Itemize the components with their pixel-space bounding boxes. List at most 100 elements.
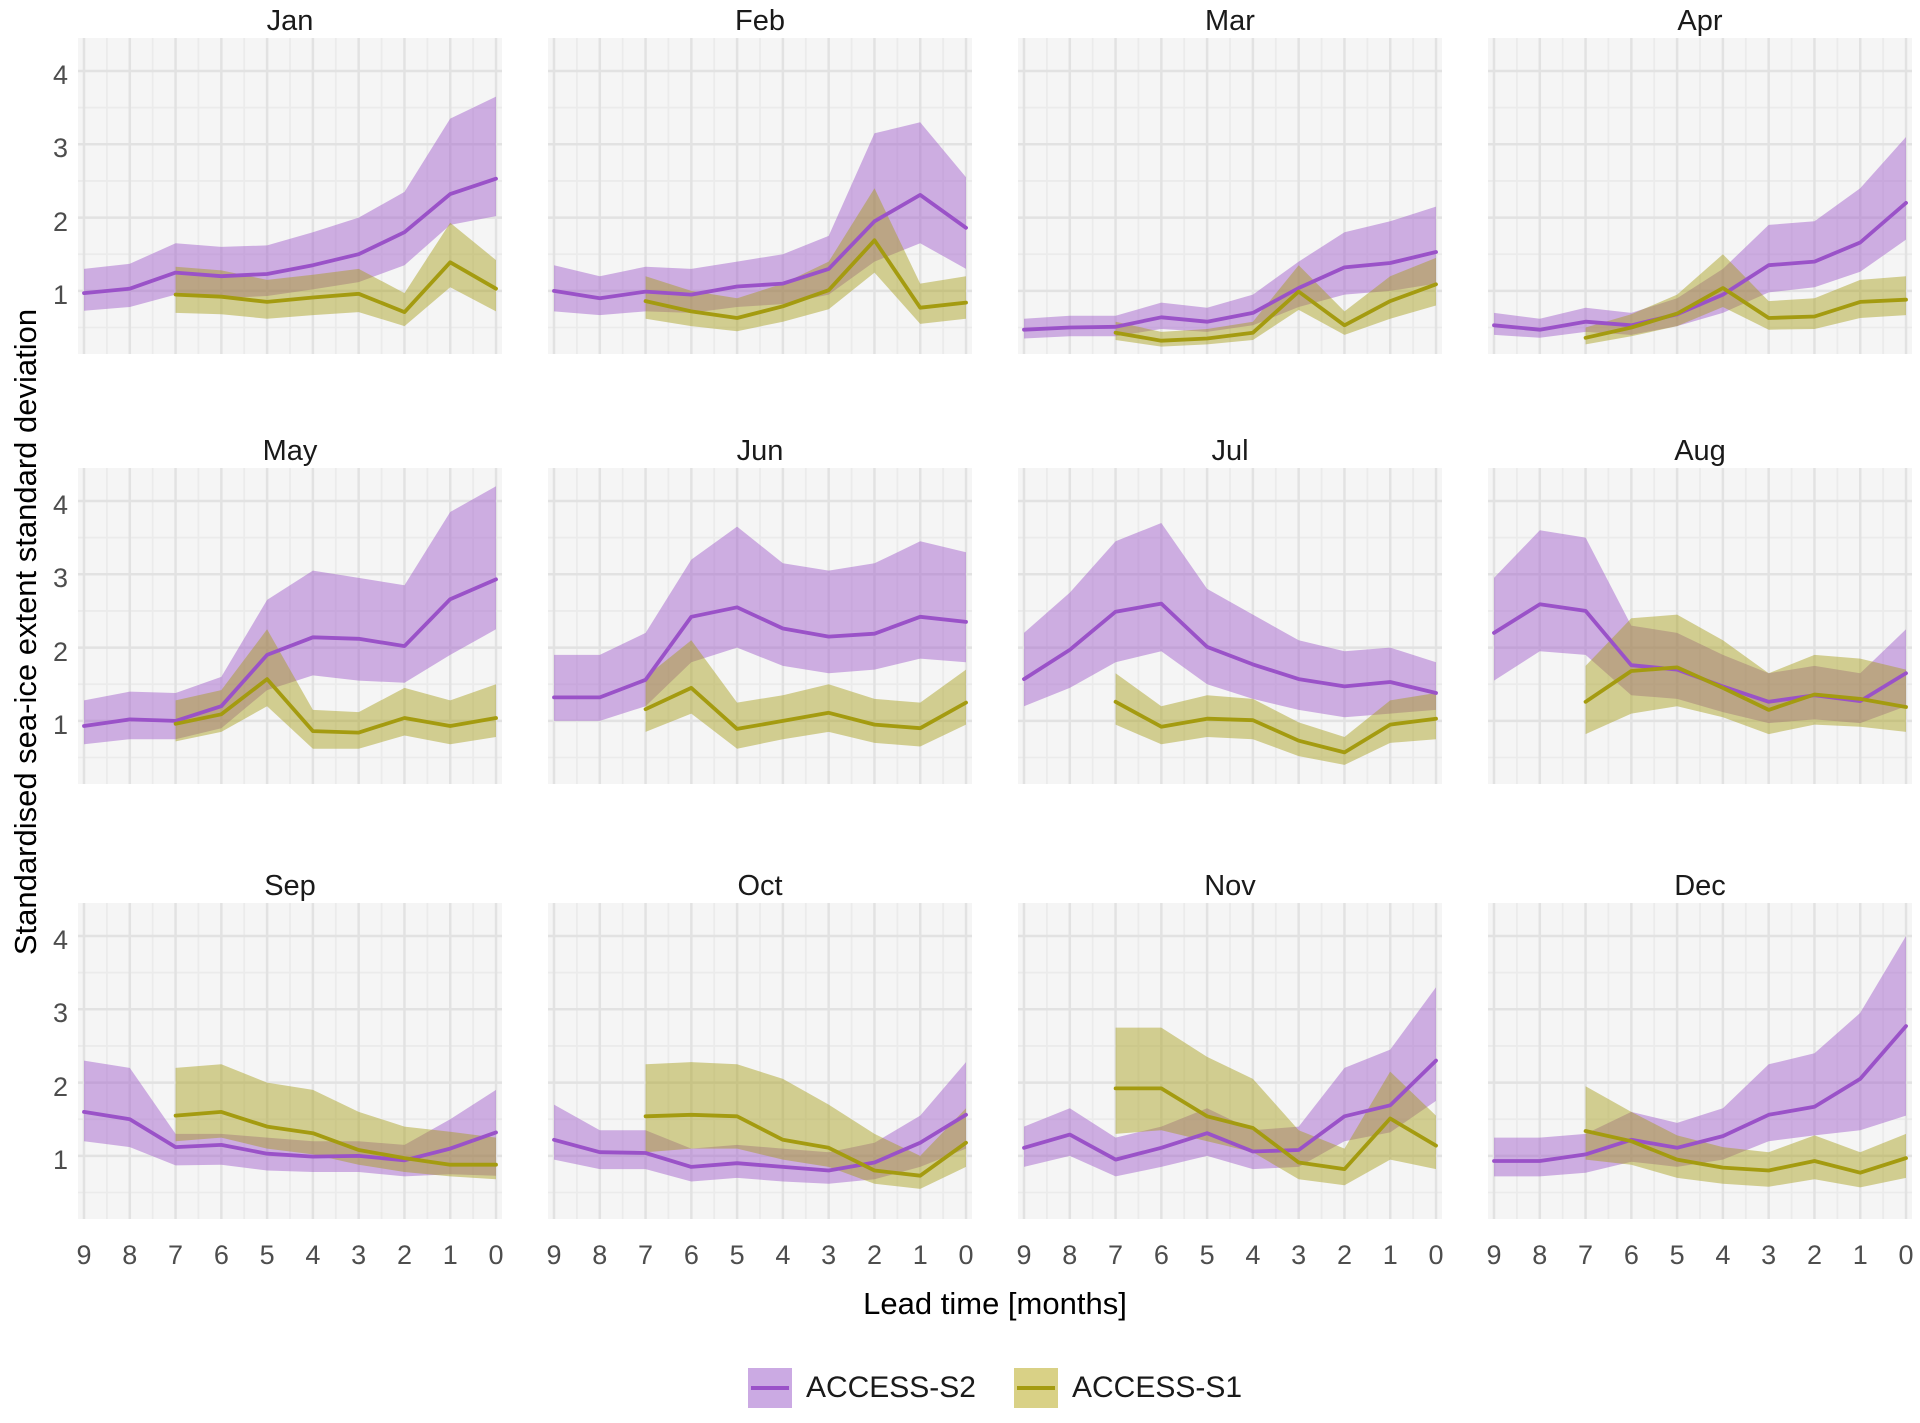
y-tick-label: 2 (52, 206, 68, 237)
y-tick-label: 1 (52, 709, 68, 740)
y-tick-label: 1 (52, 279, 68, 310)
access-s1-line-sample (1017, 1386, 1055, 1390)
legend-label-access-s1: ACCESS-S1 (1072, 1371, 1243, 1404)
x-tick-label: 4 (305, 1240, 321, 1270)
facet-jan: Jan (78, 4, 502, 354)
panel-plot-dec (1488, 903, 1912, 1219)
x-tick-label: 1 (912, 1240, 928, 1270)
facet-feb: Feb (548, 4, 972, 354)
legend-key-access-s2-swatch (747, 1368, 792, 1408)
facet-title-aug: Aug (1674, 435, 1726, 467)
facet-may: May (78, 434, 502, 784)
x-tick-label: 8 (592, 1240, 608, 1270)
x-tick-label: 3 (351, 1240, 367, 1270)
facet-title-nov: Nov (1204, 870, 1256, 902)
facet-title-jun: Jun (736, 435, 784, 467)
facet-sep: Sep (78, 869, 502, 1219)
legend: ACCESS-S2 ACCESS-S1 (0, 1368, 1920, 1408)
x-tick-label: 2 (866, 1240, 882, 1270)
panel-plot-feb (548, 38, 972, 354)
panel-plot-sep (78, 903, 502, 1219)
facet-jun: Jun (548, 434, 972, 784)
legend-item-access-s1: ACCESS-S1 (1014, 1368, 1242, 1408)
panel-plot-jun (548, 468, 972, 784)
x-tick-label: 0 (1428, 1240, 1444, 1270)
x-tick-label: 7 (1108, 1240, 1124, 1270)
x-tick-label: 8 (1062, 1240, 1078, 1270)
facet-title-mar: Mar (1205, 5, 1255, 37)
x-axis-title: Lead time [months] (863, 1286, 1127, 1321)
x-tick-label: 7 (638, 1240, 654, 1270)
x-tick-label: 3 (1761, 1240, 1777, 1270)
y-tick-label: 3 (52, 133, 68, 164)
x-tick-label: 7 (1578, 1240, 1594, 1270)
facet-title-jul: Jul (1211, 435, 1249, 467)
x-tick-label: 4 (1245, 1240, 1261, 1270)
facet-dec: Dec (1488, 869, 1912, 1219)
y-tick-label: 3 (52, 998, 68, 1029)
facet-title-oct: Oct (737, 870, 783, 902)
x-tick-label: 2 (1806, 1240, 1822, 1270)
panel-plot-may (78, 468, 502, 784)
x-tick-label: 5 (1199, 1240, 1215, 1270)
x-tick-label: 4 (775, 1240, 791, 1270)
x-tick-label: 0 (488, 1240, 504, 1270)
y-tick-label: 3 (52, 563, 68, 594)
panel-plot-apr (1488, 38, 1912, 354)
panel-plot-oct (548, 903, 972, 1219)
x-tick-label: 3 (1291, 1240, 1307, 1270)
x-tick-label: 4 (1715, 1240, 1731, 1270)
legend-item-access-s2: ACCESS-S2 (747, 1368, 976, 1408)
x-tick-label: 8 (122, 1240, 138, 1270)
x-tick-label: 3 (821, 1240, 837, 1270)
x-tick-label: 7 (168, 1240, 184, 1270)
y-tick-label: 2 (52, 636, 68, 667)
x-tick-label: 5 (259, 1240, 275, 1270)
facet-title-feb: Feb (735, 5, 785, 37)
x-tick-label: 1 (1852, 1240, 1868, 1270)
y-axis-title: Standardised sea-ice extent standard dev… (8, 308, 43, 956)
access-s2-line-sample (750, 1386, 789, 1390)
x-tick-label: 9 (76, 1240, 92, 1270)
facet-title-sep: Sep (264, 870, 316, 902)
legend-key-access-s1-swatch (1014, 1368, 1058, 1408)
x-tick-label: 9 (546, 1240, 562, 1270)
x-tick-label: 2 (396, 1240, 412, 1270)
facet-jul: Jul (1018, 434, 1442, 784)
x-tick-label: 8 (1532, 1240, 1548, 1270)
y-tick-label: 1 (52, 1144, 68, 1175)
facet-aug: Aug (1488, 434, 1912, 784)
x-tick-label: 9 (1016, 1240, 1032, 1270)
y-tick-label: 2 (52, 1071, 68, 1102)
facet-title-may: May (262, 435, 318, 467)
x-tick-label: 2 (1336, 1240, 1352, 1270)
y-tick-label: 4 (52, 59, 68, 90)
y-tick-label: 4 (52, 924, 68, 955)
x-tick-label: 6 (1153, 1240, 1169, 1270)
x-tick-label: 0 (1898, 1240, 1914, 1270)
x-tick-label: 6 (683, 1240, 699, 1270)
facet-mar: Mar (1018, 4, 1442, 354)
x-tick-label: 0 (958, 1240, 974, 1270)
x-tick-label: 6 (213, 1240, 229, 1270)
facet-nov: Nov (1018, 869, 1442, 1219)
x-tick-label: 9 (1486, 1240, 1502, 1270)
legend-label-access-s2: ACCESS-S2 (805, 1371, 976, 1404)
x-tick-label: 6 (1623, 1240, 1639, 1270)
panel-plot-jul (1018, 468, 1442, 784)
x-tick-label: 1 (442, 1240, 458, 1270)
y-tick-label: 4 (52, 489, 68, 520)
panel-plot-jan (78, 38, 502, 354)
facet-apr: Apr (1488, 4, 1912, 354)
facet-title-jan: Jan (266, 5, 314, 37)
panel-plot-mar (1018, 38, 1442, 354)
panel-plot-aug (1488, 468, 1912, 784)
x-tick-label: 5 (1669, 1240, 1685, 1270)
panel-plot-nov (1018, 903, 1442, 1219)
x-tick-label: 5 (729, 1240, 745, 1270)
facet-oct: Oct (548, 869, 972, 1219)
facet-title-apr: Apr (1677, 5, 1723, 37)
x-tick-label: 1 (1382, 1240, 1398, 1270)
facet-title-dec: Dec (1674, 870, 1726, 902)
